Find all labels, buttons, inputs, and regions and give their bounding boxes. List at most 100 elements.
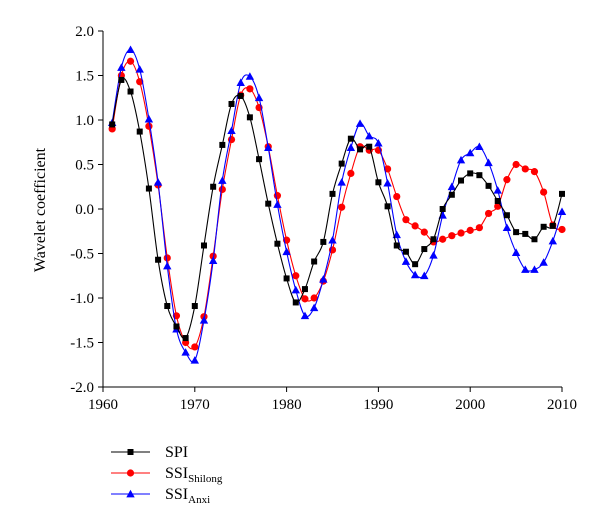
data-point-ssi-anxi (420, 271, 429, 280)
data-point-ssi-anxi (511, 248, 521, 256)
data-point-ssi-anxi (346, 143, 356, 151)
data-point-ssi-anxi (282, 247, 291, 256)
data-point-ssi-anxi (410, 270, 420, 279)
data-point-spi (366, 143, 373, 150)
y-tick-label: -0.5 (70, 247, 94, 263)
data-point-spi (292, 299, 299, 306)
data-point-ssi-shilong (246, 85, 254, 93)
data-point-spi (127, 88, 134, 95)
x-tick-label: 2000 (455, 397, 485, 413)
data-point-ssi-anxi (548, 236, 558, 245)
data-point-ssi-anxi (319, 275, 328, 283)
data-point-ssi-shilong (209, 252, 217, 260)
data-point-ssi-shilong (292, 272, 300, 280)
data-point-spi (467, 170, 474, 177)
data-point-ssi-anxi (190, 356, 199, 364)
data-point-ssi-anxi (401, 257, 411, 265)
data-point-spi (430, 236, 437, 243)
data-point-spi (540, 223, 547, 230)
data-point-ssi-shilong (301, 295, 309, 303)
data-point-ssi-anxi (245, 72, 255, 80)
data-point-spi (265, 200, 272, 207)
legend-entry-ssi-anxi: SSIAnxi (111, 486, 210, 506)
data-point-spi (347, 135, 354, 142)
data-point-ssi-shilong (503, 176, 511, 184)
data-point-ssi-anxi (309, 303, 319, 312)
data-point-ssi-anxi (530, 265, 539, 273)
data-point-spi (494, 197, 501, 204)
data-point-ssi-anxi (273, 200, 282, 208)
data-point-ssi-anxi (374, 138, 383, 147)
data-point-ssi-shilong (402, 216, 410, 224)
data-point-spi (274, 240, 281, 247)
data-point-ssi-anxi (117, 63, 126, 71)
series-ssi-shilong (108, 57, 566, 351)
data-point-ssi-anxi (236, 78, 245, 86)
data-point-ssi-anxi (466, 148, 475, 157)
data-point-spi (256, 156, 263, 163)
data-point-ssi-anxi (456, 155, 466, 164)
data-point-spi (228, 100, 235, 107)
data-point-spi (421, 246, 428, 253)
data-point-spi (522, 230, 529, 237)
y-tick-label: 1.5 (75, 69, 94, 85)
data-point-ssi-shilong (475, 224, 483, 232)
data-point-ssi-shilong (530, 168, 539, 176)
legend-marker (126, 469, 135, 477)
data-point-spi (384, 203, 391, 210)
data-point-spi (311, 258, 318, 265)
legend-entry-ssi-shilong: SSIShilong (111, 465, 223, 485)
data-point-ssi-shilong (439, 235, 447, 243)
data-point-ssi-anxi (291, 285, 300, 294)
data-point-spi (200, 242, 207, 249)
data-point-ssi-anxi (208, 256, 218, 264)
y-tick-label: 0.0 (75, 202, 94, 218)
data-point-spi (219, 141, 226, 148)
data-point-ssi-anxi (300, 311, 310, 320)
series-ssi-anxi (107, 45, 567, 364)
y-tick-label: -1.0 (70, 291, 94, 307)
data-point-ssi-shilong (512, 160, 520, 169)
data-point-spi (485, 182, 492, 189)
data-point-spi (145, 185, 152, 192)
data-point-ssi-anxi (218, 176, 227, 184)
data-point-ssi-shilong (540, 188, 548, 196)
y-tick-label: 1.0 (75, 113, 94, 129)
data-point-ssi-anxi (199, 316, 209, 324)
data-point-ssi-shilong (191, 343, 199, 351)
data-point-ssi-shilong (393, 192, 401, 201)
data-point-spi (448, 191, 455, 198)
series-layer (107, 45, 567, 364)
data-point-spi (412, 261, 419, 268)
data-point-ssi-anxi (493, 186, 502, 194)
data-point-ssi-anxi (254, 93, 264, 102)
data-point-ssi-shilong (145, 122, 153, 130)
data-point-ssi-shilong (347, 169, 355, 177)
data-point-spi (549, 222, 556, 229)
data-point-ssi-shilong (383, 165, 392, 173)
y-tick-label: -1.5 (70, 336, 94, 352)
data-point-ssi-shilong (521, 165, 529, 173)
data-point-spi (164, 303, 171, 310)
data-point-spi (375, 179, 382, 186)
data-point-spi (118, 76, 125, 83)
data-point-ssi-shilong (126, 57, 135, 65)
data-point-ssi-shilong (457, 229, 465, 237)
data-point-spi (182, 335, 189, 342)
data-point-ssi-shilong (466, 226, 474, 234)
data-point-spi (513, 229, 520, 236)
data-point-ssi-shilong (420, 228, 428, 236)
data-point-ssi-anxi (521, 265, 530, 273)
legend-label: SSIAnxi (165, 486, 210, 506)
data-point-spi (338, 160, 345, 167)
x-tick-label: 1980 (272, 397, 302, 413)
legend-label: SSIShilong (165, 465, 223, 485)
y-tick-label: -2.0 (70, 380, 94, 396)
data-point-spi (246, 114, 253, 121)
data-point-spi (173, 323, 180, 330)
data-point-ssi-shilong (136, 78, 144, 86)
data-point-ssi-anxi (383, 178, 392, 187)
data-point-ssi-shilong (338, 203, 346, 211)
data-point-ssi-anxi (264, 143, 273, 151)
